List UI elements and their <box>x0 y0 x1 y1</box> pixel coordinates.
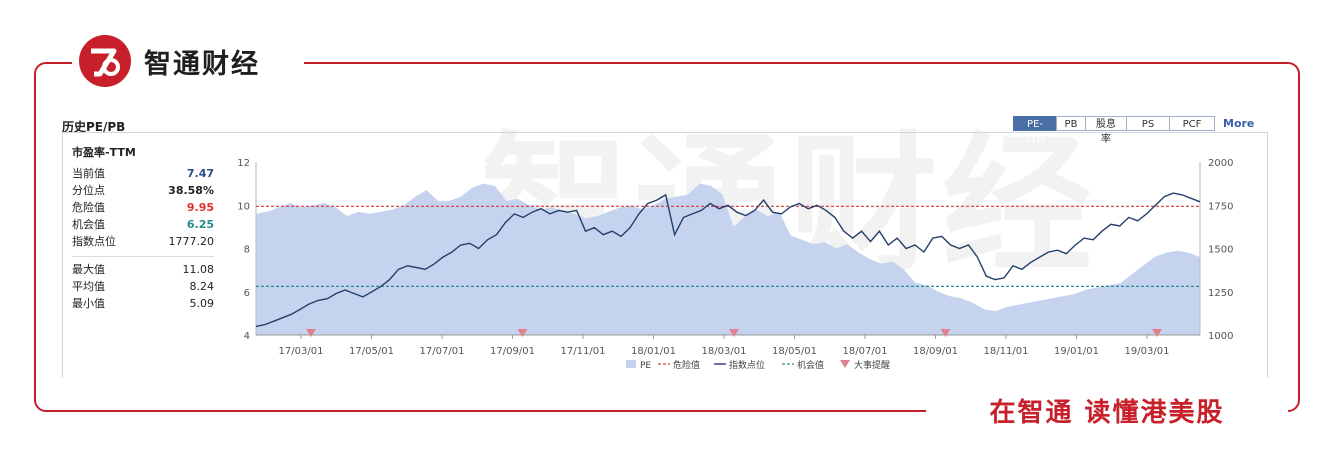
x-tick-label: 19/03/01 <box>1125 346 1170 357</box>
stat-value: 6.25 <box>186 218 214 231</box>
slogan: 在智通 读懂港美股 <box>926 388 1288 432</box>
event-marker-icon <box>1152 329 1162 337</box>
x-tick-label: 17/11/01 <box>561 346 606 357</box>
stat-label: 指数点位 <box>72 235 116 248</box>
x-tick-label: 19/01/01 <box>1054 346 1099 357</box>
stat-average: 平均值 8.24 <box>72 278 214 295</box>
stats-divider <box>72 256 214 257</box>
y-left-tick-label: 6 <box>244 288 250 299</box>
stat-value: 7.47 <box>186 167 214 180</box>
x-tick-label: 18/05/01 <box>772 346 817 357</box>
stats-panel: 市盈率-TTM 当前值 7.47 分位点 38.58% 危险值 9.95 机会值… <box>72 144 214 312</box>
x-tick-label: 17/09/01 <box>490 346 535 357</box>
y-left-tick-label: 4 <box>244 331 250 342</box>
legend-pe-label: PE <box>640 361 651 371</box>
y-right-tick-label: 1000 <box>1208 331 1233 342</box>
y-right-tick-label: 1250 <box>1208 288 1233 299</box>
chart-panel <box>62 132 1268 378</box>
stat-index-level: 指数点位 1777.20 <box>72 233 214 250</box>
stat-percentile: 分位点 38.58% <box>72 182 214 199</box>
x-tick-label: 18/11/01 <box>984 346 1029 357</box>
event-marker-icon <box>729 329 739 337</box>
x-tick-label: 18/09/01 <box>913 346 958 357</box>
y-left-tick-label: 12 <box>237 158 250 169</box>
index-line <box>255 192 1201 328</box>
x-tick-label: 17/05/01 <box>349 346 394 357</box>
pe-area <box>256 183 1200 335</box>
legend-index-label: 指数点位 <box>729 359 765 371</box>
legend-pe-swatch <box>626 360 636 368</box>
x-tick-label: 17/07/01 <box>420 346 465 357</box>
x-tick-label: 18/01/01 <box>631 346 676 357</box>
metric-tabs: PE-TTM PB 股息率 PS PCF More <box>1013 116 1255 145</box>
stat-max: 最大值 11.08 <box>72 261 214 278</box>
stat-value: 8.24 <box>189 280 215 293</box>
tab-dividend-yield[interactable]: 股息率 <box>1085 116 1127 145</box>
stat-label: 平均值 <box>72 280 105 293</box>
stat-label: 最大值 <box>72 263 105 276</box>
y-right-tick-label: 2000 <box>1208 158 1233 169</box>
outer-frame <box>34 62 1300 412</box>
y-left-tick-label: 10 <box>237 201 250 212</box>
y-left-tick-label: 8 <box>244 245 250 256</box>
stat-value: 38.58% <box>168 184 214 197</box>
section-title: 历史PE/PB <box>62 120 126 134</box>
brand-header: 智通财经 <box>72 28 304 94</box>
stat-min: 最小值 5.09 <box>72 295 214 312</box>
event-marker-icon <box>517 329 528 337</box>
stat-danger: 危险值 9.95 <box>72 199 214 216</box>
brand-name: 智通财经 <box>144 48 260 80</box>
event-marker-icon <box>940 329 951 337</box>
stat-label: 最小值 <box>72 297 105 310</box>
legend-event-label: 大事提醒 <box>854 359 890 371</box>
stat-current: 当前值 7.47 <box>72 165 214 182</box>
stat-value: 1777.20 <box>168 235 215 248</box>
stat-value: 5.09 <box>189 297 215 310</box>
stat-label: 当前值 <box>72 167 105 180</box>
more-link[interactable]: More <box>1223 117 1255 130</box>
legend-opportunity-label: 机会值 <box>797 359 824 371</box>
x-tick-label: 17/03/01 <box>279 346 324 357</box>
x-tick-label: 18/03/01 <box>702 346 747 357</box>
tab-pcf[interactable]: PCF <box>1169 116 1215 131</box>
legend-danger-label: 危险值 <box>673 359 700 371</box>
stat-value: 9.95 <box>186 201 214 214</box>
event-marker-icon <box>306 329 316 337</box>
stat-label: 危险值 <box>72 201 105 214</box>
stat-opportunity: 机会值 6.25 <box>72 216 214 233</box>
stat-label: 机会值 <box>72 218 105 231</box>
stat-value: 11.08 <box>182 263 215 276</box>
x-tick-label: 18/07/01 <box>843 346 888 357</box>
stat-label: 分位点 <box>72 184 105 197</box>
zhitong-logo-icon <box>79 35 131 87</box>
y-right-tick-label: 1500 <box>1208 245 1233 256</box>
legend-event-icon <box>840 360 850 368</box>
y-right-tick-label: 1750 <box>1208 201 1233 212</box>
stats-title: 市盈率-TTM <box>72 146 136 159</box>
